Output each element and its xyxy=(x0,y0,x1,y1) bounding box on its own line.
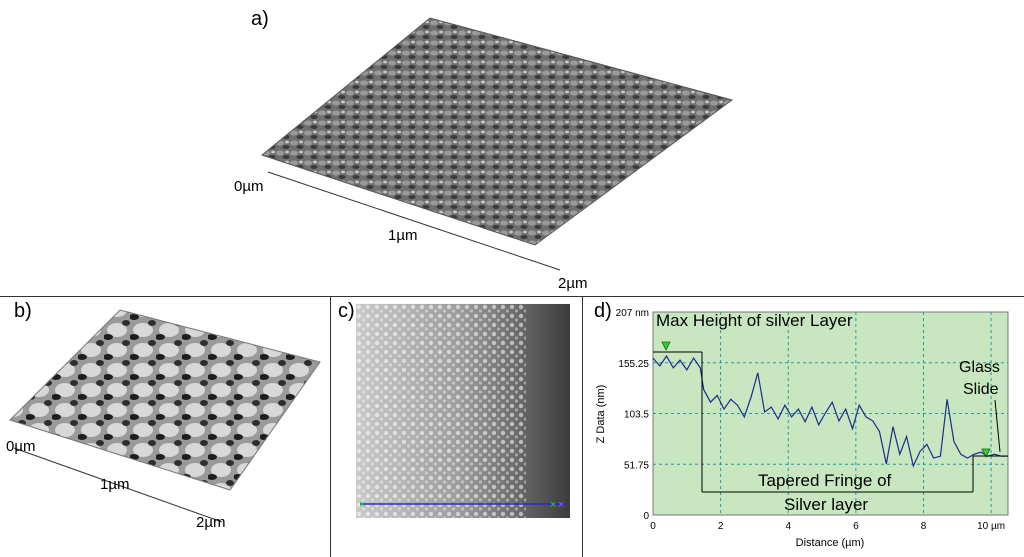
afm-3d-surface-b xyxy=(9,309,321,523)
panel-a-tick-1: 1µm xyxy=(388,227,418,244)
y-axis-label: Z Data (nm) xyxy=(595,385,607,444)
height-profile-chart: 0 2 4 6 8 10 µm 0 51.75 103.5 155.25 207 nm Max He… xyxy=(595,308,1009,549)
afm-topview-image-c: × × × xyxy=(356,304,570,518)
y-tick-label: 155.25 xyxy=(618,359,649,370)
panel-a-tick-2: 2µm xyxy=(558,275,588,292)
panel-c-label: c) xyxy=(338,300,355,322)
panel-a-tick-0: 0µm xyxy=(234,178,264,195)
annotation-max-height: Max Height of silver Layer xyxy=(656,311,853,330)
y-tick-label: 0 xyxy=(643,511,649,522)
x-tick-label: 10 µm xyxy=(977,521,1005,532)
panel-b-tick-2: 2µm xyxy=(196,514,226,531)
vertical-divider-right xyxy=(582,296,583,557)
annotation-fringe-2: Silver layer xyxy=(784,495,868,514)
horizontal-divider xyxy=(0,296,1024,297)
x-tick-label: 8 xyxy=(921,521,927,532)
svg-text:×: × xyxy=(359,499,365,511)
x-tick-label: 6 xyxy=(853,521,859,532)
y-tick-label: 103.5 xyxy=(624,410,649,421)
x-tick-label: 0 xyxy=(650,521,656,532)
annotation-fringe-1: Tapered Fringe of xyxy=(758,471,892,490)
panel-b-tick-0: 0µm xyxy=(6,438,36,455)
marker-right xyxy=(981,448,991,458)
afm-3d-surface-a xyxy=(260,17,734,271)
panel-b-label: b) xyxy=(14,300,32,322)
y-tick-label: 207 nm xyxy=(616,308,649,319)
y-tick-label: 51.75 xyxy=(624,460,649,471)
svg-text:×: × xyxy=(550,499,556,511)
vertical-divider-left xyxy=(330,296,331,557)
panel-d-label: d) xyxy=(594,300,612,322)
axis-ticks: 0 2 4 6 8 10 µm 0 51.75 103.5 155.25 207 nm xyxy=(616,308,1005,532)
panel-a-label: a) xyxy=(251,8,269,30)
annotation-glass-1: Glass xyxy=(959,359,1000,376)
series-line xyxy=(652,354,1008,468)
x-tick-label: 2 xyxy=(718,521,724,532)
marker-left xyxy=(661,341,671,351)
annotation-glass-2: Slide xyxy=(963,381,999,398)
x-axis-label: Distance (µm) xyxy=(796,537,865,549)
panel-b-tick-1: 1µm xyxy=(100,476,130,493)
x-tick-label: 4 xyxy=(785,521,791,532)
svg-text:×: × xyxy=(558,499,564,511)
